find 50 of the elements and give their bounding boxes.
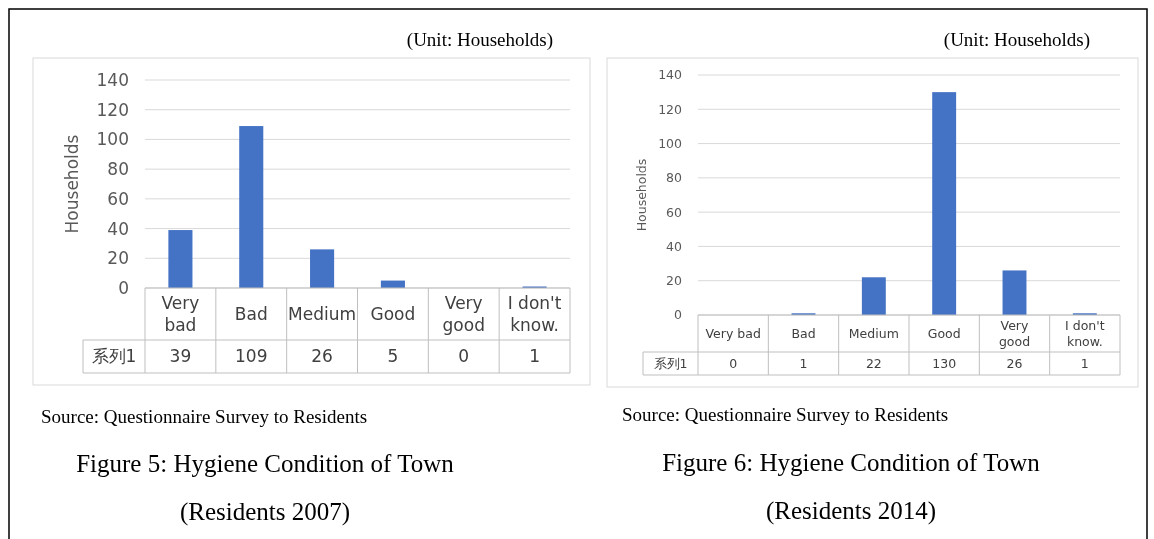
y-tick-label: 140 — [96, 69, 129, 90]
x-tick-label: I don't know. — [1065, 317, 1105, 349]
data-label: 39 — [169, 346, 192, 367]
y-tick-label: 40 — [666, 238, 683, 254]
data-label: 109 — [235, 346, 268, 367]
x-tick-label: Good — [370, 303, 416, 324]
data-label: 22 — [865, 355, 882, 371]
y-tick-label: 80 — [666, 170, 683, 186]
y-tick-label: 60 — [107, 188, 129, 209]
y-tick-label: 60 — [666, 204, 683, 220]
x-tick-label: Very good — [998, 317, 1031, 349]
y-tick-label: 120 — [658, 101, 683, 117]
x-tick-label: Very good — [442, 292, 485, 335]
data-label: 0 — [729, 355, 738, 371]
text: 系列1 — [91, 346, 137, 367]
x-tick-label: Good — [927, 325, 961, 341]
data-label: 1 — [1080, 355, 1089, 371]
y-tick-label: 40 — [107, 218, 129, 239]
text: 系列1 — [653, 355, 688, 371]
data-label: 1 — [799, 355, 808, 371]
data-label: 1 — [529, 346, 540, 367]
x-tick-label: Very bad — [705, 325, 761, 341]
data-label: 130 — [932, 355, 957, 371]
x-tick-label: Bad — [791, 325, 816, 341]
y-tick-label: 20 — [666, 273, 683, 289]
y-tick-label: 20 — [107, 248, 129, 269]
y-tick-label: 100 — [658, 135, 683, 151]
source-note: Source: Questionnaire Survey to Residents — [622, 404, 949, 425]
x-tick-label: Very bad — [161, 292, 200, 335]
y-tick-label: 120 — [96, 99, 129, 120]
x-tick-label: Medium — [288, 303, 357, 324]
y-tick-label: 0 — [118, 277, 129, 298]
data-label: 26 — [311, 346, 333, 367]
chart-subtitle: (Unit: Households) — [406, 29, 553, 51]
x-tick-label: Medium — [848, 325, 899, 341]
x-tick-label: Bad — [234, 303, 268, 324]
data-label: 0 — [458, 346, 470, 367]
source-note: Source: Questionnaire Survey to Residents — [41, 406, 368, 427]
text: Figure 5: Hygiene Condition of Town (Residents 2007) — [76, 450, 455, 526]
data-label: 5 — [387, 346, 399, 367]
y-axis-title: Households — [634, 158, 649, 232]
data-label: 26 — [1006, 355, 1023, 371]
chart-subtitle: (Unit: Households) — [943, 29, 1090, 51]
y-tick-label: 140 — [658, 67, 683, 83]
y-axis-title: Households — [62, 134, 82, 234]
y-tick-label: 100 — [96, 129, 129, 150]
x-tick-label: I don't know. — [507, 292, 562, 335]
text: Figure 6: Hygiene Condition of Town (Residents 2014) — [662, 449, 1041, 525]
y-tick-label: 80 — [107, 159, 129, 180]
y-tick-label: 0 — [674, 307, 683, 323]
